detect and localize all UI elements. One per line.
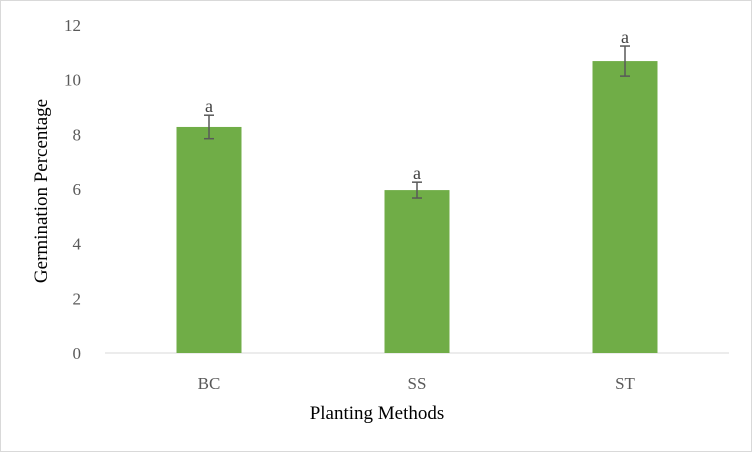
- y-tick-label: 12: [64, 16, 81, 35]
- y-axis-title: Germination Percentage: [31, 99, 52, 283]
- y-tick-label: 2: [73, 289, 82, 308]
- significance-label: a: [205, 96, 213, 116]
- x-tick-label: BC: [198, 374, 221, 393]
- bar-bc: [176, 126, 242, 353]
- y-tick-label: 4: [73, 235, 82, 254]
- x-tick-label: ST: [615, 374, 635, 393]
- y-tick-label: 0: [73, 344, 82, 363]
- y-tick-label: 8: [73, 125, 82, 144]
- significance-label: a: [621, 27, 629, 47]
- y-tick-label: 10: [64, 71, 81, 90]
- bar-ss: [384, 190, 450, 353]
- x-axis-title: Planting Methods: [310, 403, 445, 424]
- y-tick-label: 6: [73, 180, 82, 199]
- bar-st: [592, 61, 658, 354]
- significance-label: a: [413, 163, 421, 183]
- x-tick-label: SS: [408, 374, 427, 393]
